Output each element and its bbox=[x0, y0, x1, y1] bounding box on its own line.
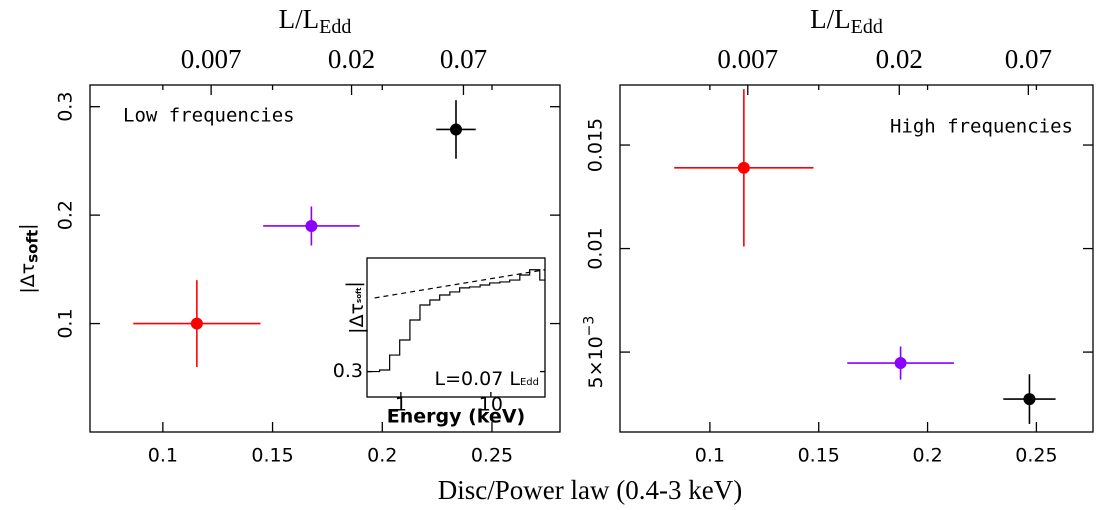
data-point bbox=[305, 219, 318, 232]
y-tick-label: 0.2 bbox=[55, 200, 77, 230]
top-axis-label-main: L/L bbox=[279, 4, 320, 34]
inset-annotation-sub: Edd bbox=[520, 377, 539, 388]
y-tick-label-main: 5×10 bbox=[585, 336, 607, 388]
panel-annotation: High frequencies bbox=[890, 116, 1073, 138]
x-tick-label: 10 bbox=[479, 394, 503, 416]
y-axis-label-tail: | bbox=[15, 223, 37, 229]
y-tick-label: 0.015 bbox=[585, 118, 607, 172]
y-tick-label: 0.1 bbox=[55, 308, 77, 338]
y-axis-label-tail: | bbox=[342, 281, 364, 287]
x2-tick-label: 0.07 bbox=[440, 44, 487, 74]
x-tick-label: 0.2 bbox=[367, 445, 397, 467]
y-tick-label: 0.3 bbox=[55, 92, 77, 122]
panel-annotation: Low frequencies bbox=[123, 105, 295, 127]
x2-tick-label: 0.007 bbox=[181, 44, 242, 74]
x-tick-label: 0.25 bbox=[1015, 445, 1057, 467]
y-tick-label: 0.01 bbox=[585, 227, 607, 269]
inset-annotation-main: L=0.07 L bbox=[435, 368, 521, 390]
step-line bbox=[367, 269, 545, 373]
x2-tick-label: 0.007 bbox=[717, 44, 778, 74]
y-tick-label: 5×10−3 bbox=[582, 316, 607, 389]
y-axis-label-sub: soft bbox=[23, 230, 41, 263]
top-axis-label: L/LEdd bbox=[279, 4, 352, 37]
x-tick-label: 0.15 bbox=[251, 445, 293, 467]
data-point bbox=[737, 161, 750, 174]
x-tick-label: 0.25 bbox=[471, 445, 513, 467]
x2-tick-label: 0.02 bbox=[328, 44, 375, 74]
y-axis-label-main: |Δτ bbox=[17, 263, 39, 294]
y-tick-label: 0.3 bbox=[333, 360, 363, 382]
inset-annotation: L=0.07 LEdd bbox=[435, 368, 539, 390]
y-axis-label: |Δτsoft| bbox=[15, 223, 41, 293]
x-axis-label: Disc/Power law (0.4-3 keV) bbox=[438, 475, 742, 505]
panel-frame bbox=[619, 84, 1094, 433]
data-point bbox=[190, 317, 203, 330]
y-axis-label-main: |Δτ bbox=[346, 303, 368, 334]
dashed-line bbox=[374, 269, 546, 299]
y-axis-label: |Δτsoft| bbox=[342, 281, 368, 334]
x-tick-label: 1 bbox=[395, 394, 407, 416]
inset-x-label: Energy (keV) bbox=[387, 406, 525, 428]
top-axis-label-main: L/L bbox=[810, 4, 851, 34]
top-axis-label: L/LEdd bbox=[810, 4, 883, 37]
x-tick-label: 0.15 bbox=[798, 445, 840, 467]
x-tick-label: 0.2 bbox=[912, 445, 942, 467]
x2-tick-label: 0.02 bbox=[876, 44, 923, 74]
x-tick-label: 0.1 bbox=[148, 445, 178, 467]
top-axis-label-sub: Edd bbox=[319, 16, 351, 38]
x2-tick-label: 0.07 bbox=[1005, 44, 1052, 74]
data-point bbox=[894, 357, 907, 370]
y-tick-label-sup: −3 bbox=[582, 316, 598, 337]
y-axis-label-sub: soft bbox=[355, 287, 363, 303]
top-axis-label-sub: Edd bbox=[851, 16, 883, 38]
data-point bbox=[1023, 393, 1036, 406]
x-tick-label: 0.1 bbox=[695, 445, 725, 467]
inset-frame bbox=[366, 257, 546, 398]
data-point bbox=[449, 123, 462, 136]
